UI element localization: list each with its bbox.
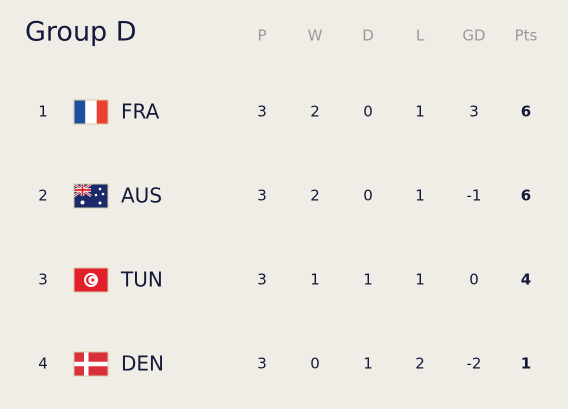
stat: -1	[467, 187, 482, 205]
column-header: GD	[462, 27, 485, 45]
column-header: Pts	[515, 27, 538, 45]
stat: 2	[310, 103, 320, 121]
column-header: L	[416, 27, 425, 45]
stat: 0	[363, 103, 373, 121]
group-title: Group D	[25, 17, 137, 48]
stat: 3	[257, 271, 267, 289]
stat: 1	[363, 355, 373, 373]
flag-fra	[73, 99, 109, 125]
stat: 2	[415, 355, 425, 373]
points: 6	[521, 187, 531, 205]
points: 4	[521, 271, 531, 289]
points: 1	[521, 355, 531, 373]
rank: 4	[38, 355, 48, 373]
team-name: AUS	[121, 184, 162, 208]
stat: 1	[415, 103, 425, 121]
stat: 3	[257, 355, 267, 373]
column-header: P	[257, 27, 266, 45]
stat: 3	[469, 103, 479, 121]
flag-den	[73, 351, 109, 377]
stat: 1	[310, 271, 320, 289]
stat: 3	[257, 103, 267, 121]
points: 6	[521, 103, 531, 121]
team-name: FRA	[121, 100, 160, 124]
column-header: W	[308, 27, 323, 45]
rank: 1	[38, 103, 48, 121]
team-name: TUN	[120, 268, 163, 292]
stat: 1	[415, 271, 425, 289]
stat: -2	[467, 355, 482, 373]
stat: 3	[257, 187, 267, 205]
rank: 2	[38, 187, 48, 205]
stat: 1	[363, 271, 373, 289]
column-header: D	[362, 27, 374, 45]
team-name: DEN	[121, 352, 164, 376]
stat: 0	[310, 355, 320, 373]
flag-aus	[73, 182, 109, 209]
stat: 1	[415, 187, 425, 205]
stat: 0	[469, 271, 479, 289]
stat: 0	[363, 187, 373, 205]
stat: 2	[310, 187, 320, 205]
rank: 3	[38, 271, 48, 289]
flag-tun	[73, 267, 109, 293]
